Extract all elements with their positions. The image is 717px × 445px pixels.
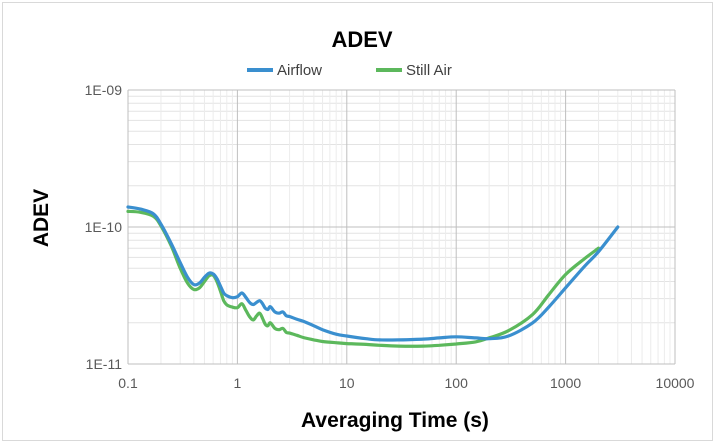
legend: Airflow Still Air bbox=[247, 62, 452, 79]
chart-frame bbox=[2, 2, 713, 441]
legend-label-still-air: Still Air bbox=[406, 62, 452, 79]
y-tick-label: 1E-10 bbox=[85, 219, 123, 235]
x-tick-label: 10000 bbox=[656, 375, 695, 391]
y-axis-label: ADEV bbox=[30, 189, 53, 247]
y-tick-label: 1E-09 bbox=[85, 82, 123, 98]
y-tick-label: 1E-11 bbox=[86, 356, 123, 372]
series-lines bbox=[126, 205, 620, 348]
chart-title: ADEV bbox=[331, 27, 392, 52]
y-tick-labels: 1E-11 1E-10 1E-09 bbox=[85, 82, 123, 372]
gridlines bbox=[127, 89, 676, 365]
x-axis-label: Averaging Time (s) bbox=[301, 409, 489, 432]
legend-label-airflow: Airflow bbox=[277, 62, 322, 79]
x-tick-label: 10 bbox=[339, 375, 355, 391]
x-tick-label: 100 bbox=[445, 375, 469, 391]
series-line-airflow bbox=[126, 205, 620, 342]
x-tick-label: 0.1 bbox=[118, 375, 138, 391]
x-tick-labels: 0.1 1 10 100 1000 10000 bbox=[118, 375, 694, 391]
series-line-still-air bbox=[126, 209, 601, 348]
x-tick-label: 1 bbox=[234, 375, 242, 391]
x-tick-label: 1000 bbox=[550, 375, 581, 391]
